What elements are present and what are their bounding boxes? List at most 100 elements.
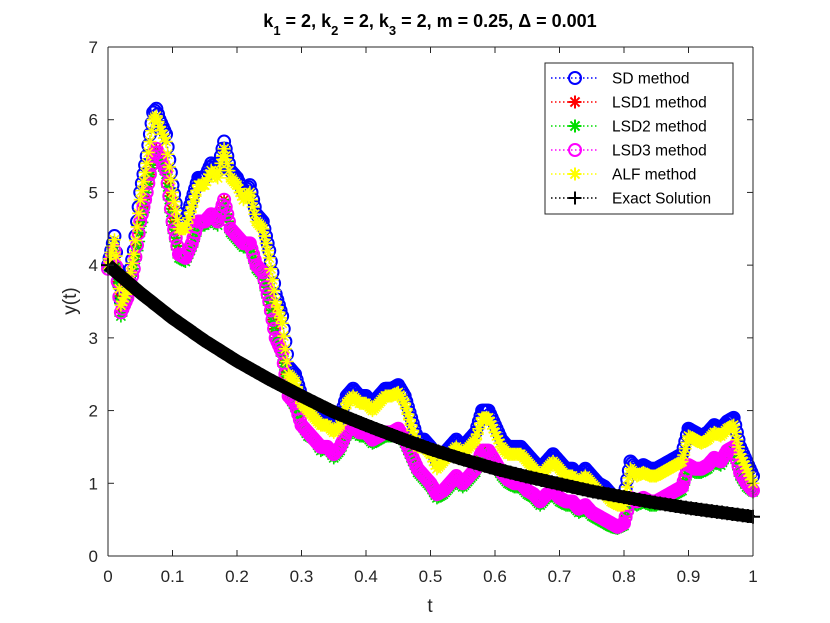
data-point xyxy=(117,291,131,305)
x-tick-label: 0.9 xyxy=(677,567,701,586)
data-point xyxy=(222,164,236,178)
data-point xyxy=(728,425,742,439)
data-point xyxy=(278,342,292,356)
data-point xyxy=(280,354,294,368)
data-point xyxy=(114,298,128,312)
data-point xyxy=(183,205,197,219)
data-point xyxy=(622,471,636,485)
data-point xyxy=(486,422,500,436)
data-point xyxy=(153,153,167,167)
data-point xyxy=(217,196,231,210)
data-point xyxy=(738,458,752,472)
y-tick-label: 3 xyxy=(89,329,98,348)
legend-marker xyxy=(568,119,582,133)
data-point xyxy=(135,215,149,229)
data-point xyxy=(190,184,204,198)
data-point xyxy=(220,207,235,222)
data-point xyxy=(470,427,484,441)
data-point xyxy=(267,321,282,336)
data-point xyxy=(493,436,507,450)
data-point xyxy=(188,229,202,243)
data-point xyxy=(488,425,502,439)
data-point xyxy=(159,167,173,181)
data-point xyxy=(161,147,175,161)
legend: SD method LSD1 method LSD2 method LSD3 meth… xyxy=(544,62,734,215)
data-point xyxy=(269,331,283,345)
data-point xyxy=(254,263,269,278)
data-point xyxy=(265,314,279,328)
data-point xyxy=(262,251,276,265)
data-point xyxy=(127,247,141,261)
chart-title: k1 = 2, k2 = 2, k3 = 2, m = 0.25, Δ = 0.… xyxy=(263,11,596,38)
y-tick-label: 5 xyxy=(89,183,98,202)
data-point xyxy=(620,506,634,520)
x-tick-label: 0.1 xyxy=(161,567,185,586)
data-point xyxy=(107,233,121,247)
data-point xyxy=(151,115,165,129)
data-point xyxy=(259,284,273,298)
data-point xyxy=(149,109,163,123)
data-point xyxy=(401,407,415,421)
data-point xyxy=(166,218,179,232)
data-point xyxy=(568,191,582,205)
data-point xyxy=(217,142,231,156)
data-point xyxy=(406,424,420,438)
data-point xyxy=(109,249,123,263)
data-point xyxy=(741,465,755,479)
data-point xyxy=(731,440,745,454)
data-point xyxy=(166,185,179,199)
title-part: = 2, m = 0.25, Δ = 0.001 xyxy=(396,11,597,31)
data-point xyxy=(107,244,121,258)
legend-marker xyxy=(568,143,582,157)
data-point xyxy=(338,402,352,416)
data-point xyxy=(568,143,582,157)
data-point xyxy=(620,480,634,494)
data-point xyxy=(185,200,199,214)
x-tick-label: 0.4 xyxy=(354,567,378,586)
data-point xyxy=(743,469,757,483)
data-point xyxy=(132,235,146,249)
data-point xyxy=(119,287,133,301)
data-point xyxy=(111,276,125,290)
x-tick-label: 0.7 xyxy=(548,567,572,586)
data-point xyxy=(199,175,213,189)
data-point xyxy=(218,199,233,214)
legend-item: LSD1 method xyxy=(551,95,707,112)
data-point xyxy=(399,402,413,416)
legend-label: LSD1 method xyxy=(612,95,707,112)
data-point xyxy=(114,309,128,323)
x-axis-label: t xyxy=(427,596,433,617)
data-point xyxy=(186,195,200,209)
data-point xyxy=(140,185,154,199)
data-point xyxy=(333,418,347,432)
legend-label: LSD2 method xyxy=(612,119,707,136)
data-point xyxy=(220,211,234,225)
data-point xyxy=(255,265,270,280)
data-point xyxy=(403,413,417,427)
title-part: 1 xyxy=(273,23,280,38)
data-point xyxy=(425,451,439,465)
data-point xyxy=(257,229,271,243)
data-point xyxy=(106,239,120,253)
data-point xyxy=(617,498,631,512)
data-point xyxy=(482,411,496,425)
data-point xyxy=(232,182,246,196)
data-point xyxy=(159,135,173,149)
data-point xyxy=(112,282,126,296)
data-point xyxy=(275,349,289,363)
data-point xyxy=(130,220,144,234)
data-point xyxy=(677,448,691,462)
data-point xyxy=(257,276,271,290)
data-point xyxy=(151,149,165,163)
data-point xyxy=(119,295,133,309)
data-point xyxy=(138,165,152,179)
data-point xyxy=(135,184,149,198)
data-point xyxy=(188,189,202,203)
data-point xyxy=(407,429,421,443)
legend-marker xyxy=(568,167,582,181)
data-point xyxy=(167,226,181,240)
data-point xyxy=(401,444,415,458)
data-point xyxy=(169,235,183,249)
data-point xyxy=(277,329,291,343)
